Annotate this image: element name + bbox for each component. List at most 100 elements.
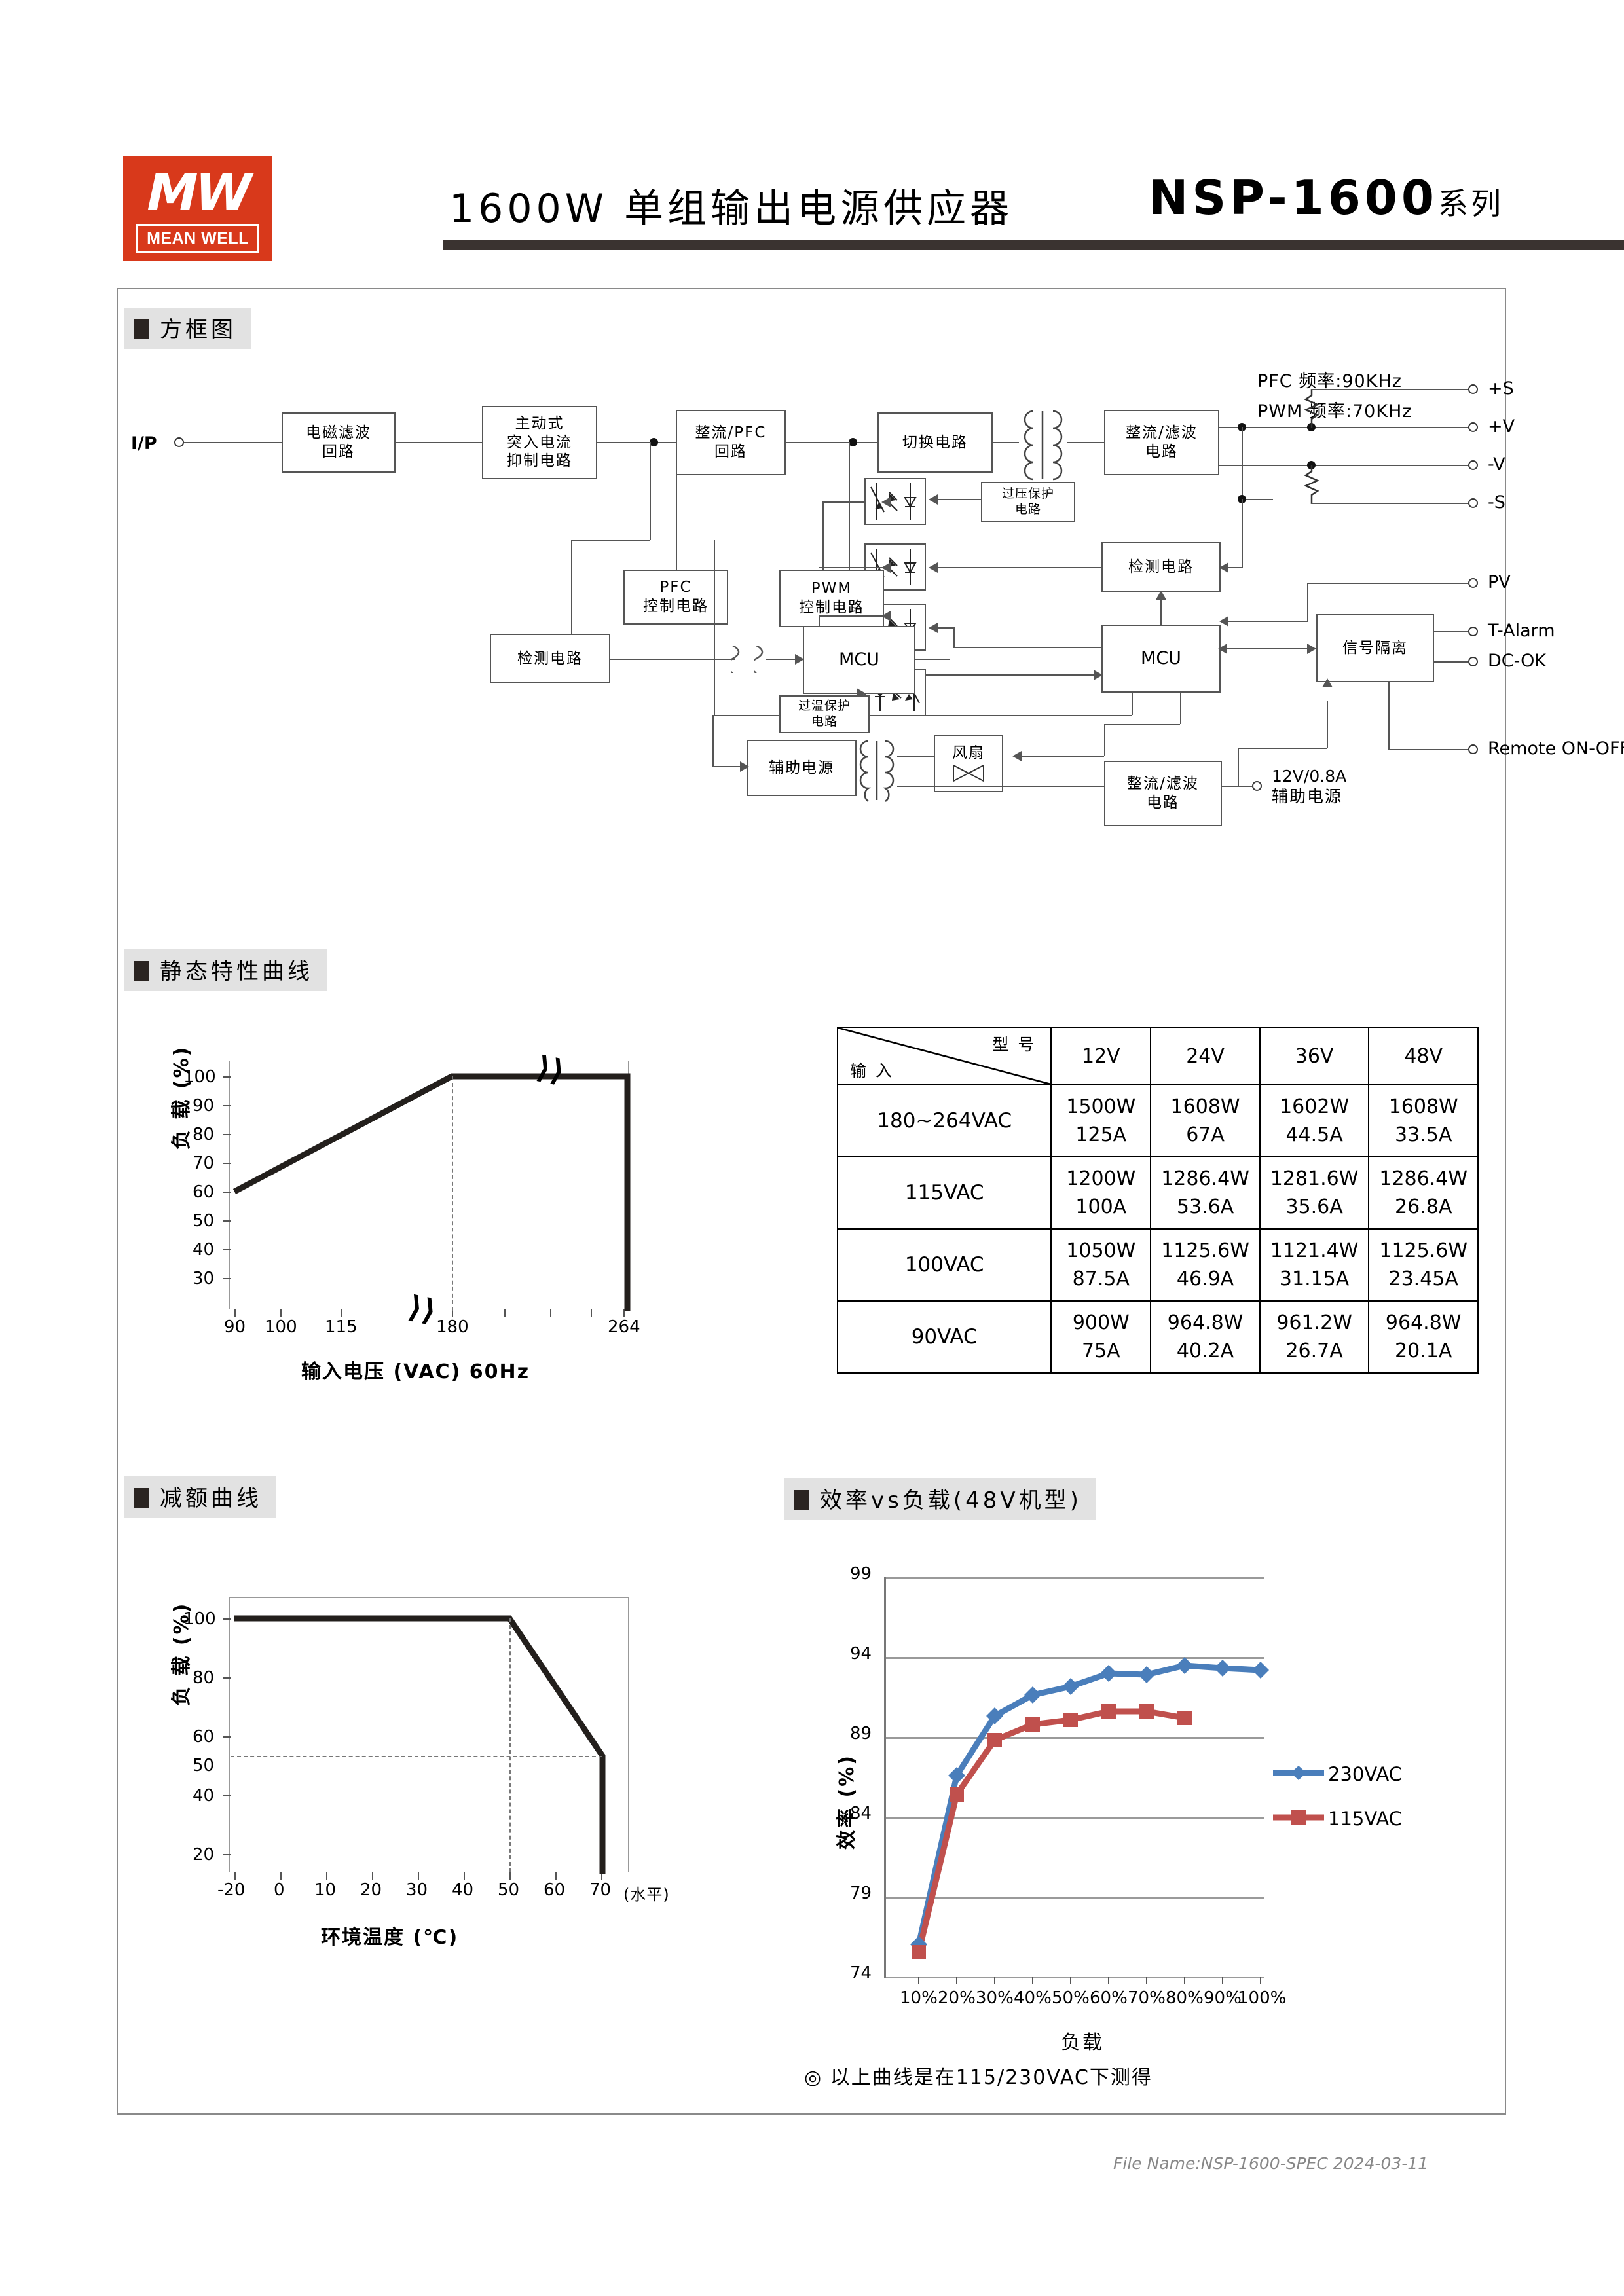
wire-opto3-pwm [819,615,884,617]
section-title-derating: 减额曲线 [124,1476,276,1518]
block-pwm-control: PWM 控制电路 [779,570,884,627]
wire-ovp-opto [930,499,981,500]
wire-input-emi [184,442,282,443]
arrow-pwm-in-2 [881,562,891,573]
cell-100-12v: 1050W 87.5A [1050,1228,1152,1302]
page-title: 1600W 单组输出电源供应器 [449,186,1014,232]
eff-xtick-100: 100% [1238,1988,1287,2008]
bullet-square-icon [134,1488,149,1508]
table-col-12v: 12V [1050,1027,1152,1085]
wire-otp-mcu2 [870,715,1132,716]
xtick-0: 0 [274,1880,285,1900]
derating-guide-50c [509,1618,511,1872]
wire-detect-mcu [610,659,735,660]
wire-pv-to-mcu [1222,621,1308,622]
eff-ytick-84: 84 [850,1804,872,1823]
cell-90-36v: 961.2W 26.7A [1259,1300,1370,1374]
eff-ytick-94: 94 [850,1644,872,1664]
label-aux-output: 12V/0.8A 辅助电源 [1272,767,1347,807]
block-aux-rect-filter: 整流/滤波 电路 [1104,761,1222,826]
cell-100-24v: 1125.6W 46.9A [1150,1228,1261,1302]
ytick-20: 20 [193,1845,215,1865]
label-minus-v: -V [1488,454,1505,475]
derating-horizontal-note: (水平) [623,1886,670,1904]
wire-pfc-sense-c [571,540,572,642]
cell-180264-48v: 1608W 33.5A [1368,1084,1479,1157]
ytick-30: 30 [193,1269,215,1288]
corner-model-label: 型 号 [992,1035,1037,1054]
arrow-mcu-to-detect [1156,591,1166,600]
cell-90-24v: 964.8W 40.2A [1150,1300,1261,1374]
xtick-90: 90 [224,1317,246,1337]
table-col-48v: 48V [1368,1027,1479,1085]
wire-remote-h [1388,749,1468,750]
derating-chart: 100 80 60 50 40 20 -20 0 10 20 30 40 50 … [124,1571,779,1977]
ytick-80: 80 [193,1125,215,1144]
transformer-aux-icon [859,740,895,803]
xtick-30: 30 [406,1880,428,1900]
wire-hop-icon-2 [754,646,764,673]
junction-dot-2 [849,438,857,446]
xtick-minus20: -20 [217,1880,246,1900]
wire-pwm-up [822,501,824,570]
model-series-suffix: 系列 [1438,186,1504,221]
section-label: 效率vs负载(48V机型) [820,1487,1082,1514]
xtick-10: 10 [314,1880,337,1900]
label-dc-ok: DC-OK [1488,651,1547,671]
wire-ovp-tap [1242,499,1273,500]
table-row: 90VAC 900W 75A 964.8W 40.2A 961.2W 26.7A 96… [836,1300,1479,1374]
block-output-rect-filter: 整流/滤波 电路 [1104,410,1219,475]
cell-90-48v: 964.8W 20.1A [1368,1300,1479,1374]
derating-y-axis-label: 负 载 (%) [170,1601,193,1706]
optocoupler-icon [870,483,917,520]
arrow-to-mcu-primary [795,654,804,665]
gridline-94 [884,1657,1264,1659]
wire-mcu-detect [1160,592,1162,625]
wire-pv-vert [1307,583,1308,621]
corner-diagonal-icon [838,1028,1051,1084]
wire-plusv-rail [1219,427,1472,428]
eff-ytick-99: 99 [850,1564,872,1584]
legend-label-230vac: 230VAC [1328,1763,1402,1785]
wire-mcu-fan [1015,756,1104,757]
fan-label: 风扇 [952,744,985,761]
label-plus-s: +S [1488,378,1514,399]
efficiency-vs-load-chart: 99 94 89 84 79 74 10% 20% 30% 40% 50% 60… [836,1564,1402,2054]
wire-inrush-rectpfc [597,442,676,443]
wire-aux-out [1222,786,1252,787]
wire-otp-up [1132,693,1133,715]
eff-xtick-80: 80% [1166,1988,1204,2008]
cell-115-24v: 1286.4W 53.6A [1150,1156,1261,1230]
static-guide-180 [452,1076,453,1311]
corner-input-label: 输 入 [850,1061,894,1080]
pfc-frequency-note: PFC 频率:90KHz [1257,371,1402,392]
cell-180264-36v: 1602W 44.5A [1259,1084,1370,1157]
table-row: 115VAC 1200W 100A 1286.4W 53.6A 1281.6W 35.… [836,1156,1479,1230]
section-title-block-diagram: 方框图 [124,308,251,349]
block-emi-filter: 电磁滤波 回路 [282,412,396,473]
ytick-40: 40 [193,1240,215,1260]
wire-aux-iso-v [1327,701,1328,748]
fan-blade-icon [953,764,984,783]
wire-pfc-sense-b [571,540,650,541]
wire-fan-ctl-v [1104,724,1105,756]
meanwell-logo: MW MEAN WELL [123,156,272,261]
eff-x-axis-label: 负载 [1061,2032,1104,2054]
series-markers-230vac [910,1657,1269,1953]
eff-xtick-20: 20% [938,1988,976,2008]
wire-to-detect-right [1222,567,1243,568]
ytick-50: 50 [193,1211,215,1231]
block-aux-power: 辅助电源 [747,740,857,796]
terminal-minus-s [1468,498,1478,508]
static-y-axis-label: 负 载 (%) [170,1045,193,1150]
wire-opto1-pwm [822,501,864,503]
eff-xtick-60: 60% [1090,1988,1128,2008]
legend-marker-115vac [1273,1810,1324,1825]
resistor-minus-sense-icon [1303,465,1320,504]
ytick-90: 90 [193,1096,215,1116]
section-title-efficiency: 效率vs负载(48V机型) [784,1478,1096,1520]
arrow-to-detect-right [1219,562,1228,573]
gridline-89 [884,1737,1264,1739]
wire-emi-inrush [396,442,482,443]
wire-mcu-opto4 [915,659,950,660]
